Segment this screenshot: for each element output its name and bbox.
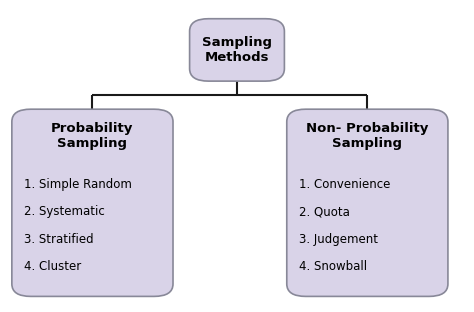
Text: 4. Snowball: 4. Snowball	[299, 260, 367, 273]
Text: Sampling
Methods: Sampling Methods	[202, 36, 272, 64]
Text: 1. Simple Random: 1. Simple Random	[24, 178, 132, 191]
Text: 1. Convenience: 1. Convenience	[299, 178, 390, 191]
Text: Non- Probability
Sampling: Non- Probability Sampling	[306, 122, 428, 150]
Text: 4. Cluster: 4. Cluster	[24, 260, 81, 273]
Text: 2. Quota: 2. Quota	[299, 205, 349, 218]
FancyBboxPatch shape	[12, 109, 173, 296]
FancyBboxPatch shape	[190, 19, 284, 81]
FancyBboxPatch shape	[287, 109, 448, 296]
Text: Probability
Sampling: Probability Sampling	[51, 122, 134, 150]
Text: 2. Systematic: 2. Systematic	[24, 205, 104, 218]
Text: 3. Stratified: 3. Stratified	[24, 233, 93, 246]
Text: 3. Judgement: 3. Judgement	[299, 233, 378, 246]
